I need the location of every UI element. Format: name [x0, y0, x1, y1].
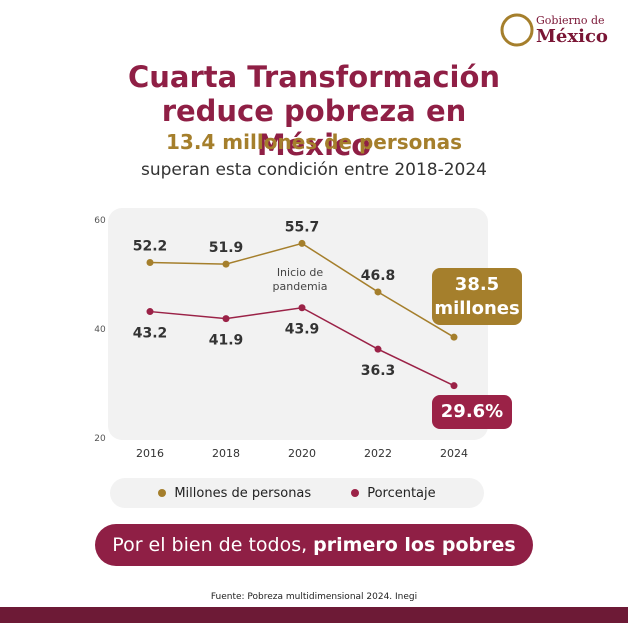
caption: superan esta condición entre 2018-2024 [141, 160, 487, 180]
value-label: 51.9 [209, 240, 244, 256]
banner-text: Por el bien de todos, [112, 534, 308, 556]
annotation: Inicio de pandemia [272, 266, 328, 293]
logo-emblem [500, 13, 534, 47]
legend: Millones de personas Porcentaje [110, 478, 484, 508]
data-point [374, 288, 382, 296]
value-label: 43.2 [133, 326, 168, 342]
data-point [146, 259, 154, 267]
legend-swatch [158, 489, 167, 497]
data-point [450, 382, 458, 390]
data-point [450, 333, 458, 341]
x-tick-label: 2020 [288, 447, 316, 460]
x-tick-label: 2024 [440, 447, 468, 460]
footer-strip [0, 607, 628, 623]
y-tick-label: 20 [94, 434, 106, 444]
y-tick-label: 40 [94, 325, 106, 335]
data-point [222, 315, 230, 323]
data-point [374, 345, 382, 353]
x-tick-label: 2022 [364, 447, 392, 460]
source: Fuente: Pobreza multidimensional 2024. I… [210, 592, 418, 602]
data-point [146, 308, 154, 316]
legend-label: Porcentaje [367, 485, 436, 501]
y-tick-label: 60 [94, 216, 106, 226]
value-label: 43.9 [285, 322, 320, 338]
banner-text: primero los pobres [313, 534, 516, 556]
value-label: 55.7 [285, 219, 320, 235]
legend-label: Millones de personas [174, 485, 312, 501]
legend-item: Millones de personas [158, 486, 311, 501]
x-tick-label: 2016 [136, 447, 164, 460]
value-label: 36.3 [361, 363, 396, 379]
value-label: 52.2 [133, 239, 168, 255]
banner: Por el bien de todos, primero los pobres [95, 524, 533, 566]
logo-text: México [536, 26, 608, 47]
legend-swatch [351, 489, 360, 497]
callout: 29.6% [432, 395, 512, 429]
value-label: 46.8 [361, 268, 396, 284]
callout: 38.5 millones [432, 268, 522, 325]
title: Cuarta Transformación reduce pobreza en … [127, 60, 501, 162]
value-label: 41.9 [209, 333, 244, 349]
subtitle: 13.4 millones de personas [166, 130, 462, 154]
data-point [298, 239, 306, 247]
plot-area [108, 208, 488, 440]
data-point [298, 304, 306, 312]
legend-item: Porcentaje [351, 485, 436, 501]
logo-text: Gobierno de [536, 14, 605, 27]
data-point [222, 260, 230, 268]
x-tick-label: 2018 [212, 447, 240, 460]
